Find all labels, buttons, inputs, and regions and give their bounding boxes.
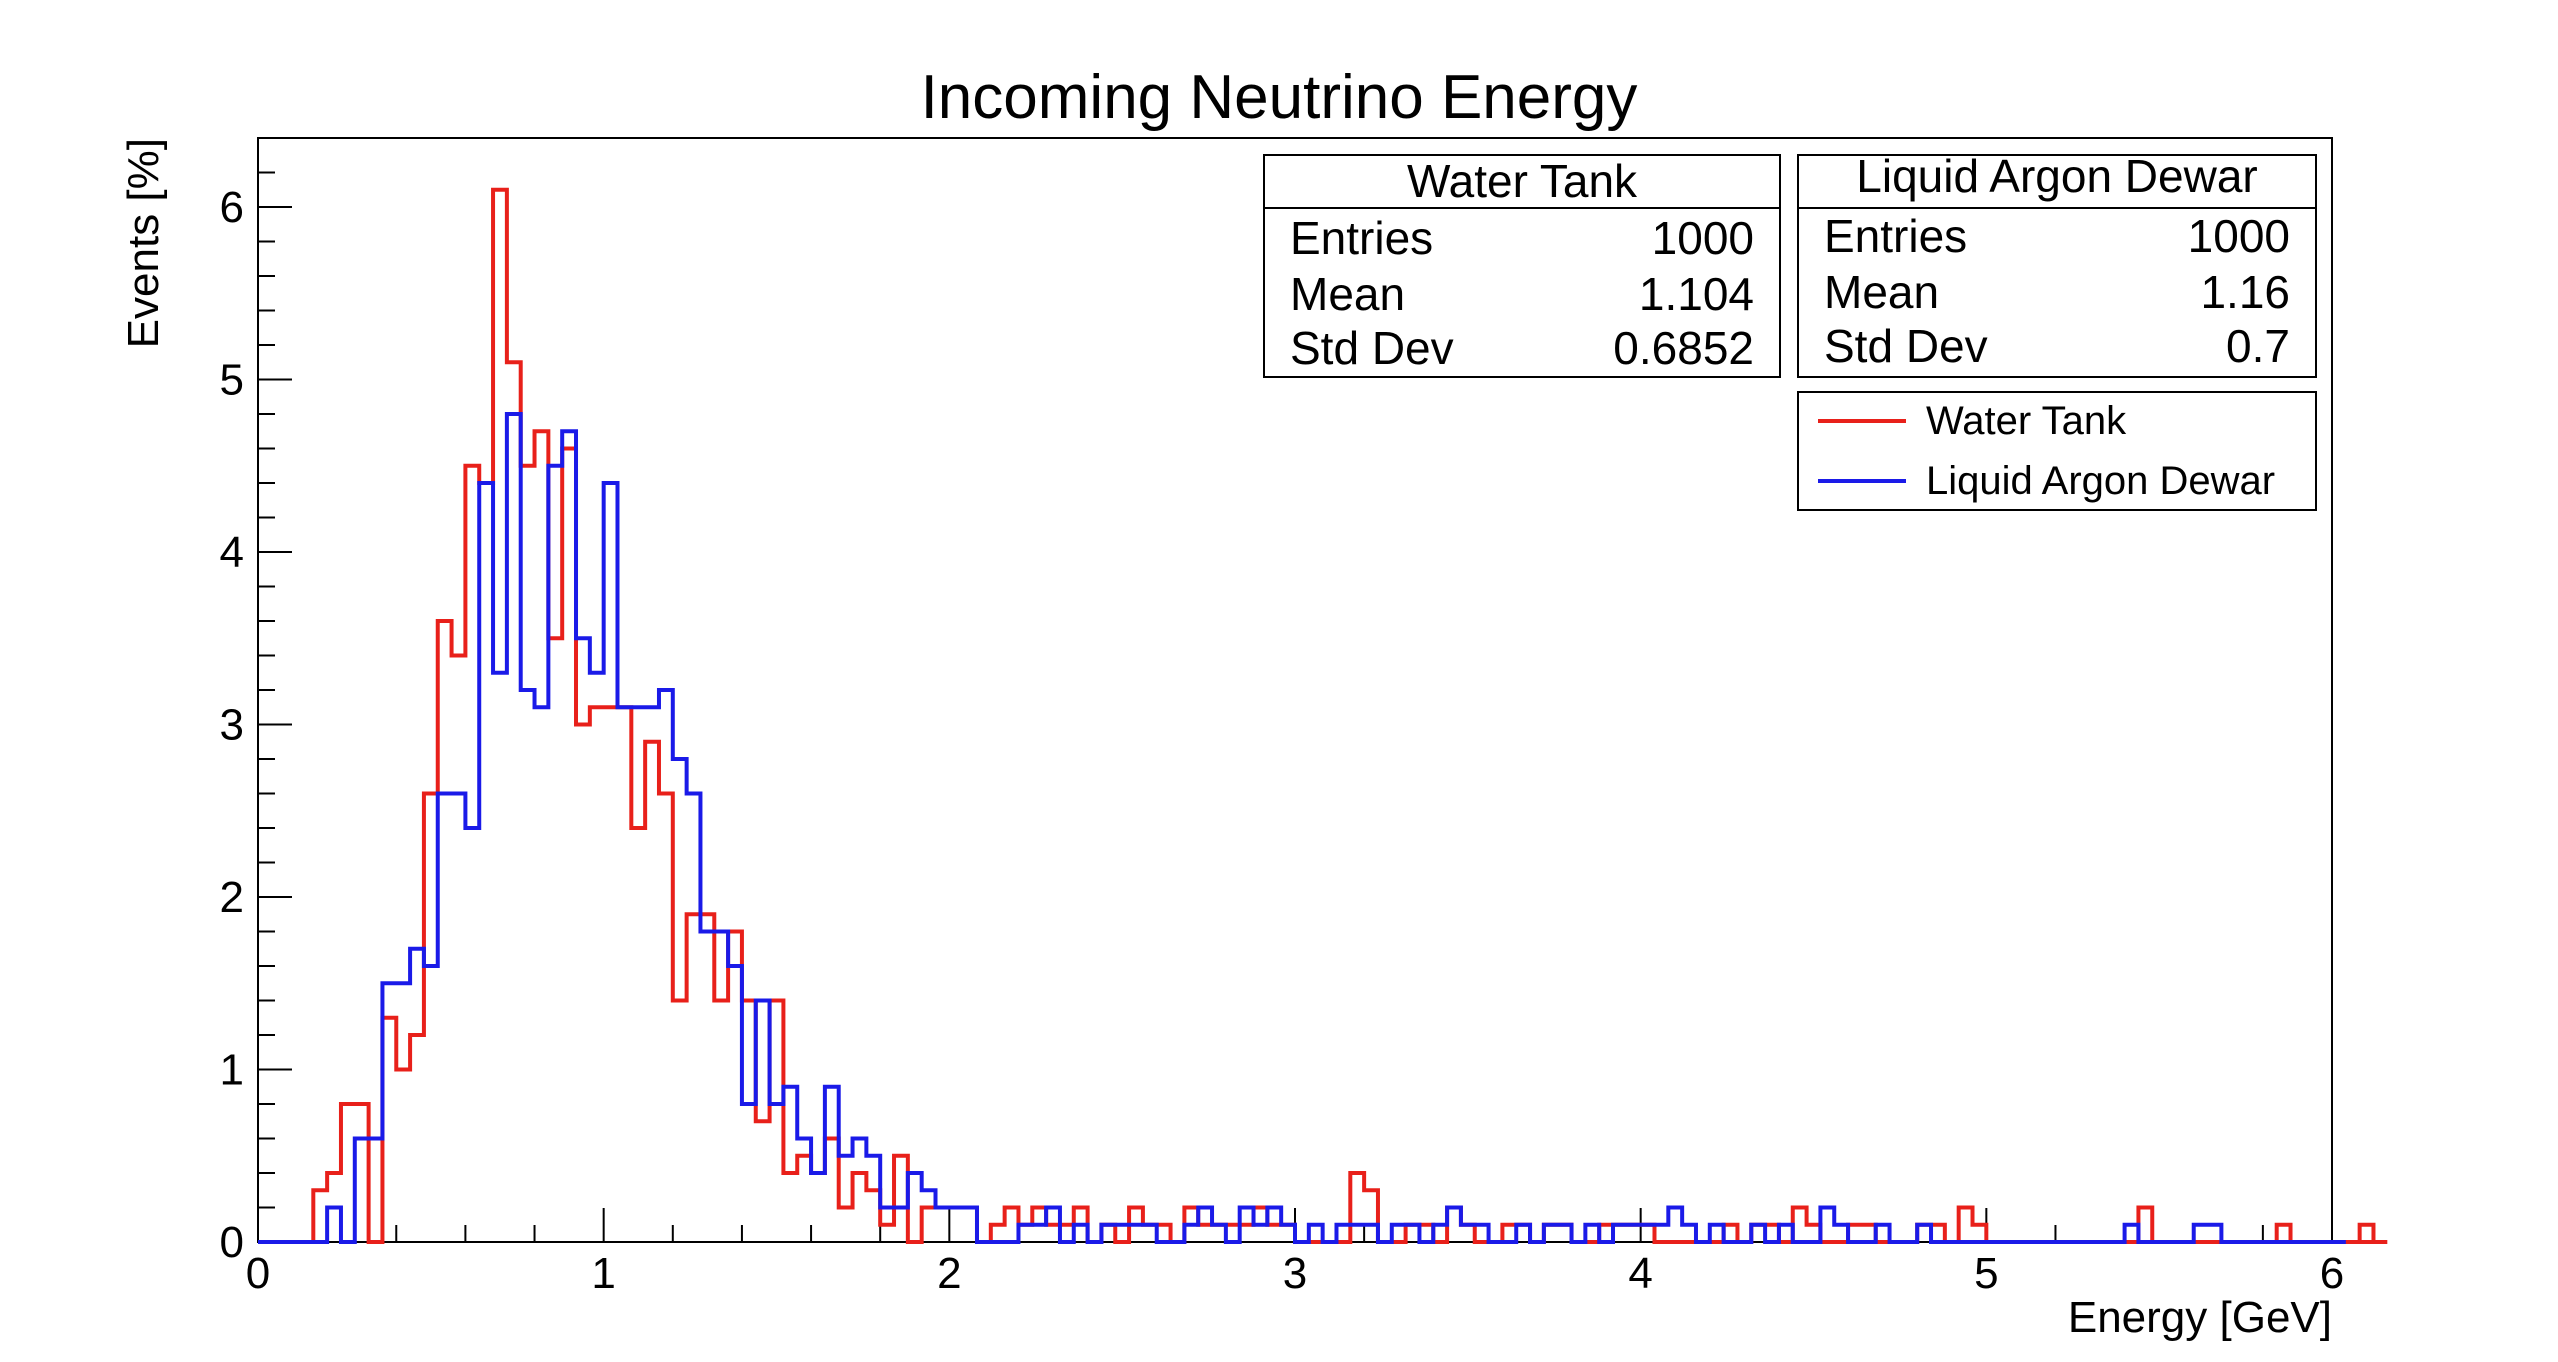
stats-box-liquid-argon-dewar: Liquid Argon Dewar Entries 1000 Mean 1.1… [1797,150,2317,378]
y-tick-label: 2 [220,873,244,922]
series-layer [258,187,2388,1244]
x-tick-label: 6 [2320,1249,2344,1298]
x-tick-label: 3 [1283,1249,1307,1298]
legend-label-water-tank: Water Tank [1926,399,2127,443]
y-tick-label: 1 [220,1046,244,1095]
x-tick-label: 5 [1974,1249,1998,1298]
legend: Water Tank Liquid Argon Dewar [1797,391,2317,511]
stats-value-mean: 1.104 [1639,268,1754,320]
stats-label-mean: Mean [1290,268,1405,320]
stats-value-std-dev: 0.6852 [1613,322,1754,374]
y-tick-label: 3 [220,701,244,750]
chart-title: Incoming Neutrino Energy [921,63,1638,132]
y-tick-label: 6 [220,183,244,232]
stats-label-entries: Entries [1824,210,1967,262]
stats-value-entries: 1000 [2188,210,2290,262]
stats-label-mean: Mean [1824,266,1939,318]
stats-value-std-dev: 0.7 [2226,320,2290,372]
y-tick-label: 0 [220,1218,244,1267]
legend-label-liquid-argon-dewar: Liquid Argon Dewar [1926,459,2275,503]
x-tick-label: 2 [937,1249,961,1298]
x-tick-label: 0 [246,1249,270,1298]
y-tick-label: 5 [220,356,244,405]
y-axis-label: Events [%] [119,138,168,348]
stats-label-entries: Entries [1290,212,1433,264]
x-tick-label: 1 [591,1249,615,1298]
stats-title-water-tank: Water Tank [1407,155,1638,207]
series-liquid-argon-dewar-histogram [258,412,2346,1244]
stats-box-water-tank: Water Tank Entries 1000 Mean 1.104 Std D… [1263,154,1781,378]
stats-label-std-dev: Std Dev [1290,322,1454,374]
stats-value-entries: 1000 [1652,212,1754,264]
x-axis-label: Energy [GeV] [2068,1293,2332,1342]
x-tick-label: 4 [1628,1249,1652,1298]
stats-title-liquid-argon-dewar: Liquid Argon Dewar [1856,150,2257,202]
y-tick-label: 4 [220,528,244,577]
stats-value-mean: 1.16 [2200,266,2290,318]
stats-label-std-dev: Std Dev [1824,320,1988,372]
